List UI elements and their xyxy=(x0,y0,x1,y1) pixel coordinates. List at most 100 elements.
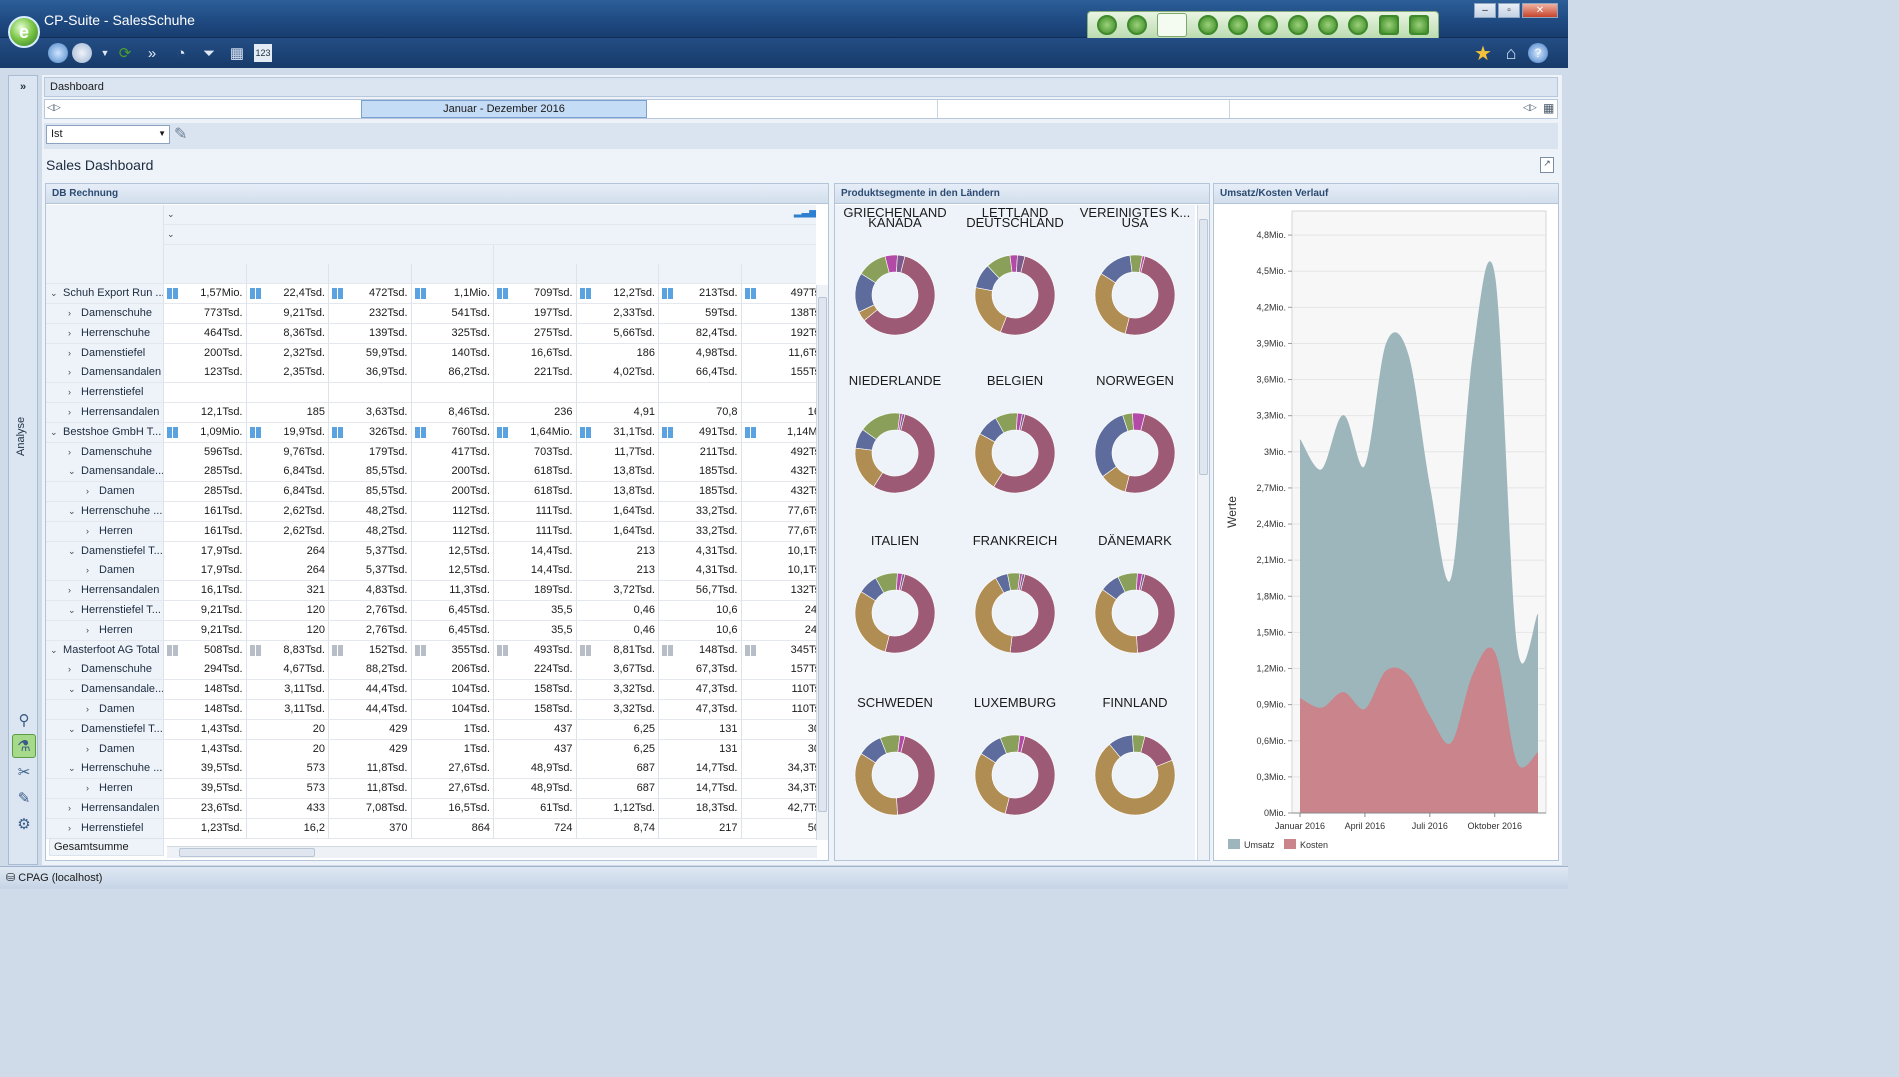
expand-chevron-icon[interactable]: › xyxy=(86,704,89,714)
row-header[interactable]: ⌄ Herrenstiefel T... xyxy=(46,601,164,621)
row-header[interactable]: › Herren xyxy=(46,779,164,800)
cell-chart-icon[interactable] xyxy=(497,288,508,300)
cell-chart-icon[interactable] xyxy=(662,644,673,656)
cell-chart-icon[interactable] xyxy=(332,288,343,300)
row-header[interactable]: › Herren xyxy=(46,521,164,542)
row-header[interactable]: › Herrensandalen xyxy=(46,403,164,423)
cell-chart-icon[interactable] xyxy=(414,644,426,656)
cell-chart-icon[interactable] xyxy=(662,426,673,438)
cell-chart-icon[interactable] xyxy=(662,288,673,300)
data-module-icon[interactable] xyxy=(1157,13,1188,37)
expand-chevron-icon[interactable]: › xyxy=(86,743,89,754)
row-header[interactable]: › Damen xyxy=(46,482,164,503)
table-icon[interactable]: ▦ xyxy=(229,45,245,62)
scroll-thumb[interactable] xyxy=(818,297,827,812)
compass-module-icon[interactable] xyxy=(1348,15,1369,35)
clock-icon[interactable]: ◔ xyxy=(176,44,186,62)
row-header[interactable]: › Herrensandalen xyxy=(46,581,164,602)
calendar-icon[interactable]: ▦ xyxy=(1543,101,1555,115)
row-header[interactable]: › Damenschuhe xyxy=(46,442,164,463)
row-header[interactable]: ⌄ Masterfoot AG Total xyxy=(46,640,164,661)
row-header[interactable]: ⌄ Damenstiefel T... xyxy=(46,719,164,740)
row-header[interactable]: › Herrenstiefel xyxy=(46,383,164,404)
timeline-left-arrow-icon[interactable]: ◁▷ xyxy=(47,102,61,112)
collapse-chevron-icon[interactable]: ⌄ xyxy=(50,288,58,299)
cell-chart-icon[interactable] xyxy=(167,288,178,300)
row-header[interactable]: › Damenschuhe xyxy=(46,660,164,681)
row-header[interactable]: › Damen xyxy=(46,700,164,720)
history-dropdown-icon[interactable]: ▼ xyxy=(100,48,110,58)
cell-chart-icon[interactable] xyxy=(167,644,178,656)
expand-chevron-icon[interactable]: › xyxy=(86,486,89,497)
leaf-module-icon[interactable] xyxy=(1197,15,1218,35)
numbers-icon[interactable]: 123 xyxy=(254,44,272,62)
grid-vertical-scrollbar[interactable] xyxy=(816,285,828,840)
cell-chart-icon[interactable] xyxy=(249,426,261,438)
grid-horizontal-scrollbar[interactable] xyxy=(167,846,817,858)
cell-chart-icon[interactable] xyxy=(579,644,591,656)
expand-chevron-icon[interactable]: › xyxy=(68,446,71,457)
cell-chart-icon[interactable] xyxy=(414,426,426,438)
collapse-chevron-icon[interactable]: ⌄ xyxy=(68,684,76,695)
collapse-chevron-icon[interactable]: ⌄ xyxy=(68,763,76,774)
home-icon[interactable]: ⌂ xyxy=(1505,42,1517,63)
settings-icon[interactable]: ⚙ xyxy=(17,816,31,833)
row-header[interactable]: ⌄ Schuh Export Run ... xyxy=(46,284,164,305)
row-header[interactable]: › Damen xyxy=(46,739,164,760)
cell-chart-icon[interactable] xyxy=(249,288,261,300)
back-icon[interactable] xyxy=(48,43,68,63)
expand-sidebar-button[interactable]: » xyxy=(19,81,27,93)
expand-chevron-icon[interactable]: › xyxy=(68,822,71,833)
collapse-chevron-icon[interactable]: ⌄ xyxy=(68,605,76,615)
expand-chevron-icon[interactable]: › xyxy=(68,664,71,675)
help-icon[interactable]: ? xyxy=(1528,43,1548,63)
row-header[interactable]: › Damensandalen xyxy=(46,363,164,384)
close-button[interactable]: ✕ xyxy=(1522,3,1558,18)
expand-chevron-icon[interactable]: › xyxy=(86,565,89,576)
export-icon[interactable]: ↗ xyxy=(1540,157,1554,173)
expand-chevron-icon[interactable]: › xyxy=(86,525,89,536)
row-header[interactable]: › Damenschuhe xyxy=(46,304,164,324)
cell-chart-icon[interactable] xyxy=(579,288,591,300)
row-header[interactable]: › Herrenschuhe xyxy=(46,323,164,344)
edit-tools-icon[interactable]: ✎ xyxy=(17,790,31,807)
row-header[interactable]: › Herrensandalen xyxy=(46,799,164,819)
star-icon[interactable]: ★ xyxy=(1474,42,1492,65)
row-header[interactable]: › Herren xyxy=(46,620,164,641)
cell-chart-icon[interactable] xyxy=(167,426,178,438)
donut-scrollbar[interactable] xyxy=(1197,205,1209,860)
quarter-header[interactable]: ⌄ xyxy=(164,224,816,245)
expand-chevron-icon[interactable]: › xyxy=(68,367,71,378)
timeline-bar[interactable]: ◁▷ Januar - Dezember 2016 ◁▷ ▦ xyxy=(44,99,1558,119)
cell-chart-icon[interactable] xyxy=(744,644,756,656)
expand-chevron-icon[interactable]: › xyxy=(86,783,89,794)
expand-chevron-icon[interactable]: › xyxy=(68,308,71,318)
cell-chart-icon[interactable] xyxy=(744,288,756,300)
expand-chevron-icon[interactable]: › xyxy=(68,803,71,813)
cell-chart-icon[interactable] xyxy=(249,644,261,656)
row-header[interactable]: ⌄ Herrenschuhe ... xyxy=(46,502,164,522)
row-header[interactable]: › Damen xyxy=(46,561,164,582)
chevron-down-icon[interactable]: ⌄ xyxy=(167,228,175,239)
collapse-chevron-icon[interactable]: ⌄ xyxy=(68,545,76,556)
collapse-chevron-icon[interactable]: ⌄ xyxy=(50,644,58,655)
expand-chevron-icon[interactable]: › xyxy=(68,327,71,338)
cell-chart-icon[interactable] xyxy=(497,426,508,438)
analysis-icon[interactable]: ⚗ xyxy=(12,734,36,758)
expand-chevron-icon[interactable]: › xyxy=(86,624,89,635)
pencil-icon[interactable]: ✎ xyxy=(174,126,188,143)
year-header[interactable]: ⌄ ▂▃▅ xyxy=(164,205,816,225)
cycle-module-icon[interactable] xyxy=(1288,15,1309,35)
gear-module-icon[interactable] xyxy=(1318,15,1339,35)
row-header[interactable]: ⌄ Herrenschuhe ... xyxy=(46,759,164,780)
expand-chevron-icon[interactable]: › xyxy=(68,347,71,358)
maximize-button[interactable]: ▫ xyxy=(1498,3,1520,18)
cell-chart-icon[interactable] xyxy=(332,644,343,656)
cell-chart-icon[interactable] xyxy=(414,288,426,300)
expand-chevron-icon[interactable]: › xyxy=(68,585,71,596)
folder-module-icon[interactable] xyxy=(1408,15,1429,35)
scroll-thumb[interactable] xyxy=(1199,219,1208,475)
cell-chart-icon[interactable] xyxy=(497,644,508,656)
row-header[interactable]: ⌄ Damensandale... xyxy=(46,680,164,701)
app-logo[interactable]: e xyxy=(8,16,40,48)
